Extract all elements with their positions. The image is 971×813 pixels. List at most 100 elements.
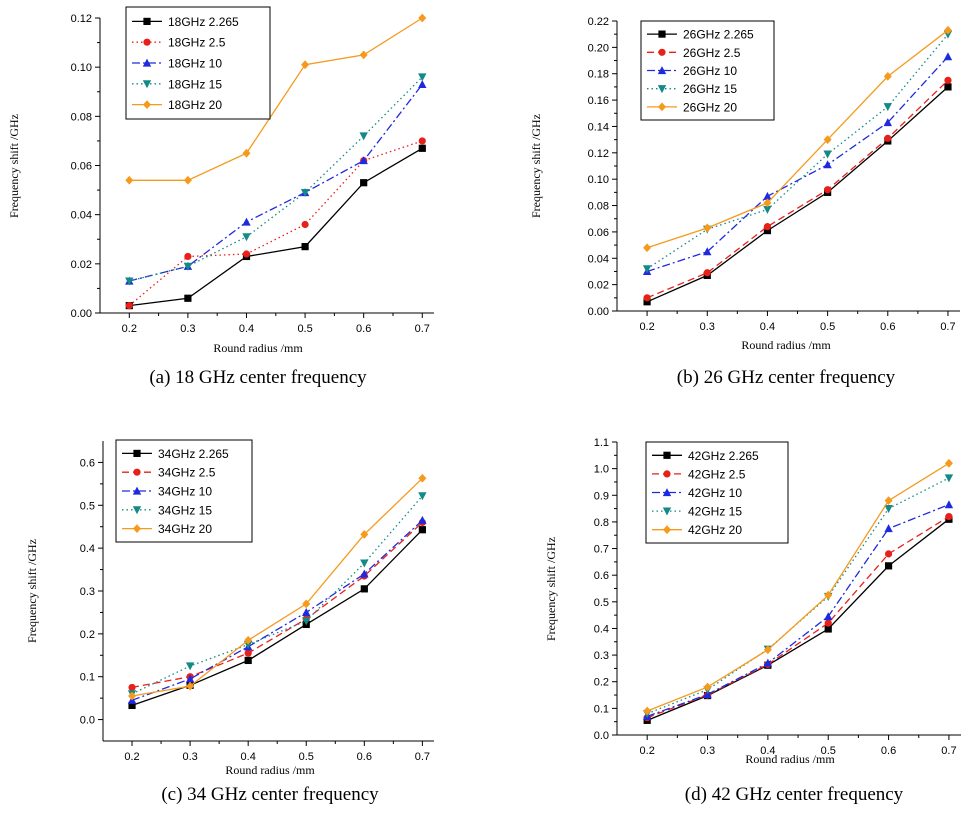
y-tick-label: 0.1 [80, 672, 95, 684]
series-1 [128, 526, 426, 710]
data-point [360, 559, 369, 568]
panel-caption: (c) 34 GHz center frequency [161, 784, 379, 805]
y-tick-label: 0.1 [594, 703, 609, 715]
legend-marker [658, 102, 666, 112]
data-point [128, 683, 136, 692]
legend-label: 34GHz 15 [158, 503, 212, 517]
data-point [944, 474, 954, 483]
y-tick-label: 0.6 [80, 457, 95, 469]
data-point [302, 608, 311, 617]
x-tick-label: 0.3 [700, 321, 715, 333]
y-tick-label: 0.04 [588, 253, 609, 265]
legend-label: 18GHz 2.5 [168, 36, 226, 50]
legend-label: 34GHz 20 [158, 522, 212, 536]
data-point [884, 562, 893, 570]
data-point [884, 134, 892, 142]
data-point [360, 585, 368, 593]
series-line [131, 519, 423, 701]
x-tick-label: 0.6 [881, 745, 896, 757]
y-tick-label: 0.5 [80, 500, 95, 512]
legend-label: 18GHz 15 [168, 77, 222, 91]
data-point [301, 60, 310, 70]
data-point [183, 262, 193, 271]
data-point [301, 220, 309, 229]
y-tick-label: 0.0 [594, 730, 609, 742]
y-tick-label: 0.06 [588, 227, 609, 239]
panel-caption: (a) 18 GHz center frequency [149, 367, 367, 388]
data-point [824, 625, 832, 633]
data-point [243, 640, 253, 649]
series-4 [125, 73, 427, 286]
data-point [884, 524, 893, 533]
data-point [359, 132, 368, 141]
data-point [944, 458, 953, 468]
data-point [703, 247, 712, 256]
x-tick-label: 0.5 [820, 321, 835, 333]
data-point [883, 103, 892, 112]
y-tick-label: 0.12 [588, 148, 609, 160]
x-tick-label: 0.2 [640, 745, 655, 757]
series-line [131, 477, 423, 697]
data-point [763, 223, 772, 231]
data-point [128, 701, 136, 710]
data-point [418, 526, 426, 534]
data-point [824, 590, 833, 600]
series-line [646, 79, 949, 299]
series-line [129, 76, 423, 282]
data-point [244, 649, 252, 657]
series-line [646, 86, 949, 303]
data-point [418, 79, 427, 88]
series-line [129, 17, 423, 181]
data-point [643, 243, 652, 253]
legend-marker [663, 525, 671, 535]
data-point [763, 198, 772, 208]
legend-marker [662, 507, 672, 516]
legend-label: 26GHz 15 [683, 82, 737, 96]
data-point [242, 217, 251, 226]
data-point [418, 144, 426, 152]
y-tick-label: 0.0 [80, 715, 95, 727]
y-tick-label: 0.2 [594, 677, 609, 689]
chart-panel-1: 0.2 0.3 0.4 0.5 0.6 0.7 0.00 0.02 0.04 0.06 0.08 0.… [7, 6, 434, 388]
chart-panel-4: 0.2 0.3 0.4 0.5 0.6 0.7 0.0 0.1 0.2 0.3 0.4 0.5 0.6 0… [544, 437, 961, 805]
legend-label: 34GHz 2.265 [158, 447, 229, 461]
y-tick-label: 0.18 [588, 69, 609, 81]
data-point [359, 156, 368, 165]
legend-marker [132, 506, 142, 515]
series-5 [643, 25, 952, 253]
y-tick-label: 0.8 [594, 517, 609, 529]
data-point [944, 76, 952, 84]
legend-marker [143, 100, 151, 109]
data-point [242, 148, 251, 158]
data-point [418, 73, 427, 82]
legend-label: 26GHz 10 [683, 64, 737, 78]
y-tick-label: 0.06 [71, 161, 92, 173]
legend-label: 42GHz 2.265 [688, 449, 759, 463]
data-point [184, 252, 192, 261]
series-5 [643, 458, 953, 716]
data-point [823, 150, 832, 159]
y-tick-label: 0.5 [594, 597, 609, 609]
legend-marker [663, 451, 671, 459]
y-axis-title: Frequency shift /GHz [529, 114, 543, 218]
legend-marker [142, 80, 152, 89]
series-2 [643, 512, 953, 722]
data-point [360, 530, 369, 539]
data-point [642, 265, 652, 274]
x-tick-label: 0.2 [124, 751, 139, 763]
data-point [125, 302, 133, 310]
data-point [763, 226, 772, 235]
y-tick-label: 0.2 [80, 629, 95, 641]
legend-marker [662, 488, 672, 497]
legend-label: 18GHz 10 [168, 57, 222, 71]
y-tick-label: 0.12 [71, 13, 92, 25]
data-point [360, 569, 369, 578]
y-tick-label: 0.22 [588, 16, 609, 28]
series-5 [125, 13, 427, 185]
data-point [418, 492, 427, 501]
series-line [131, 521, 423, 689]
data-point [300, 188, 310, 197]
y-tick-label: 0.02 [588, 280, 609, 292]
series-2 [128, 518, 426, 692]
